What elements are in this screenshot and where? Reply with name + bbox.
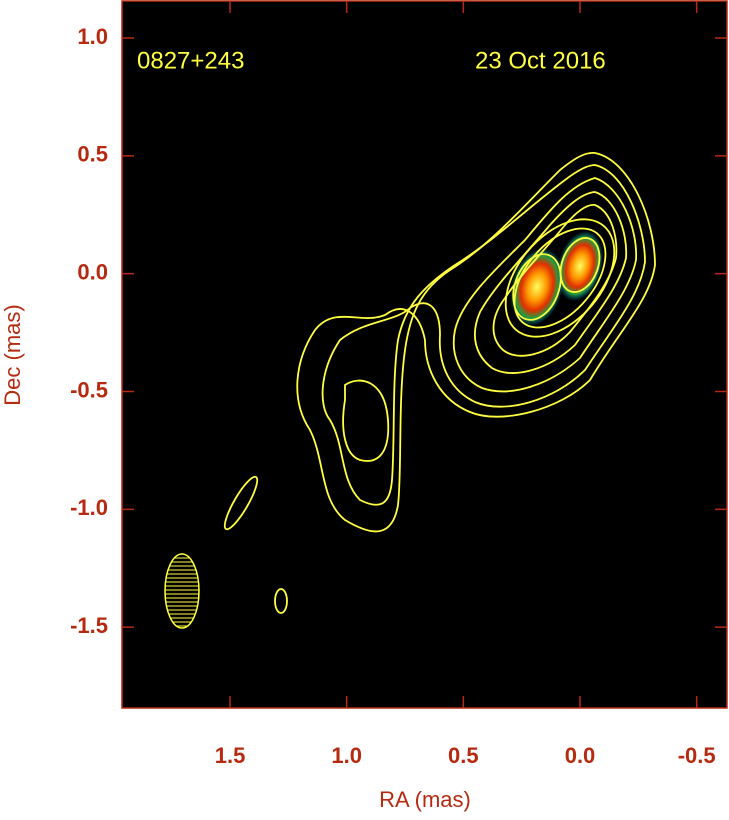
y-tick-label: 0.0 <box>77 259 108 284</box>
x-axis-label: RA (mas) <box>379 787 471 812</box>
contours <box>223 152 656 614</box>
x-tick-label: 1.5 <box>215 743 246 768</box>
x-tick-label: 1.0 <box>331 743 362 768</box>
y-tick-label: -1.5 <box>70 613 108 638</box>
x-tick-label: -0.5 <box>678 743 716 768</box>
contour <box>559 237 601 293</box>
x-tick-label: 0.5 <box>448 743 479 768</box>
source-name: 0827+243 <box>137 47 244 74</box>
contour <box>452 177 637 393</box>
contour <box>321 164 646 506</box>
contour <box>342 379 390 462</box>
y-tick-label: 1.0 <box>77 24 108 49</box>
beam <box>164 553 200 629</box>
contour <box>274 588 288 614</box>
contour <box>223 475 259 531</box>
y-tick-label: 0.5 <box>77 142 108 167</box>
contour <box>296 152 656 533</box>
contour <box>492 204 618 357</box>
contour <box>512 253 562 321</box>
x-tick-label: 0.0 <box>565 743 596 768</box>
contour <box>473 191 628 374</box>
y-tick-label: -0.5 <box>70 377 108 402</box>
plot-area <box>121 0 728 709</box>
contour <box>504 218 616 338</box>
epoch: 23 Oct 2016 <box>475 47 606 74</box>
y-axis-label: Dec (mas) <box>0 304 25 405</box>
y-tick-label: -1.0 <box>70 495 108 520</box>
